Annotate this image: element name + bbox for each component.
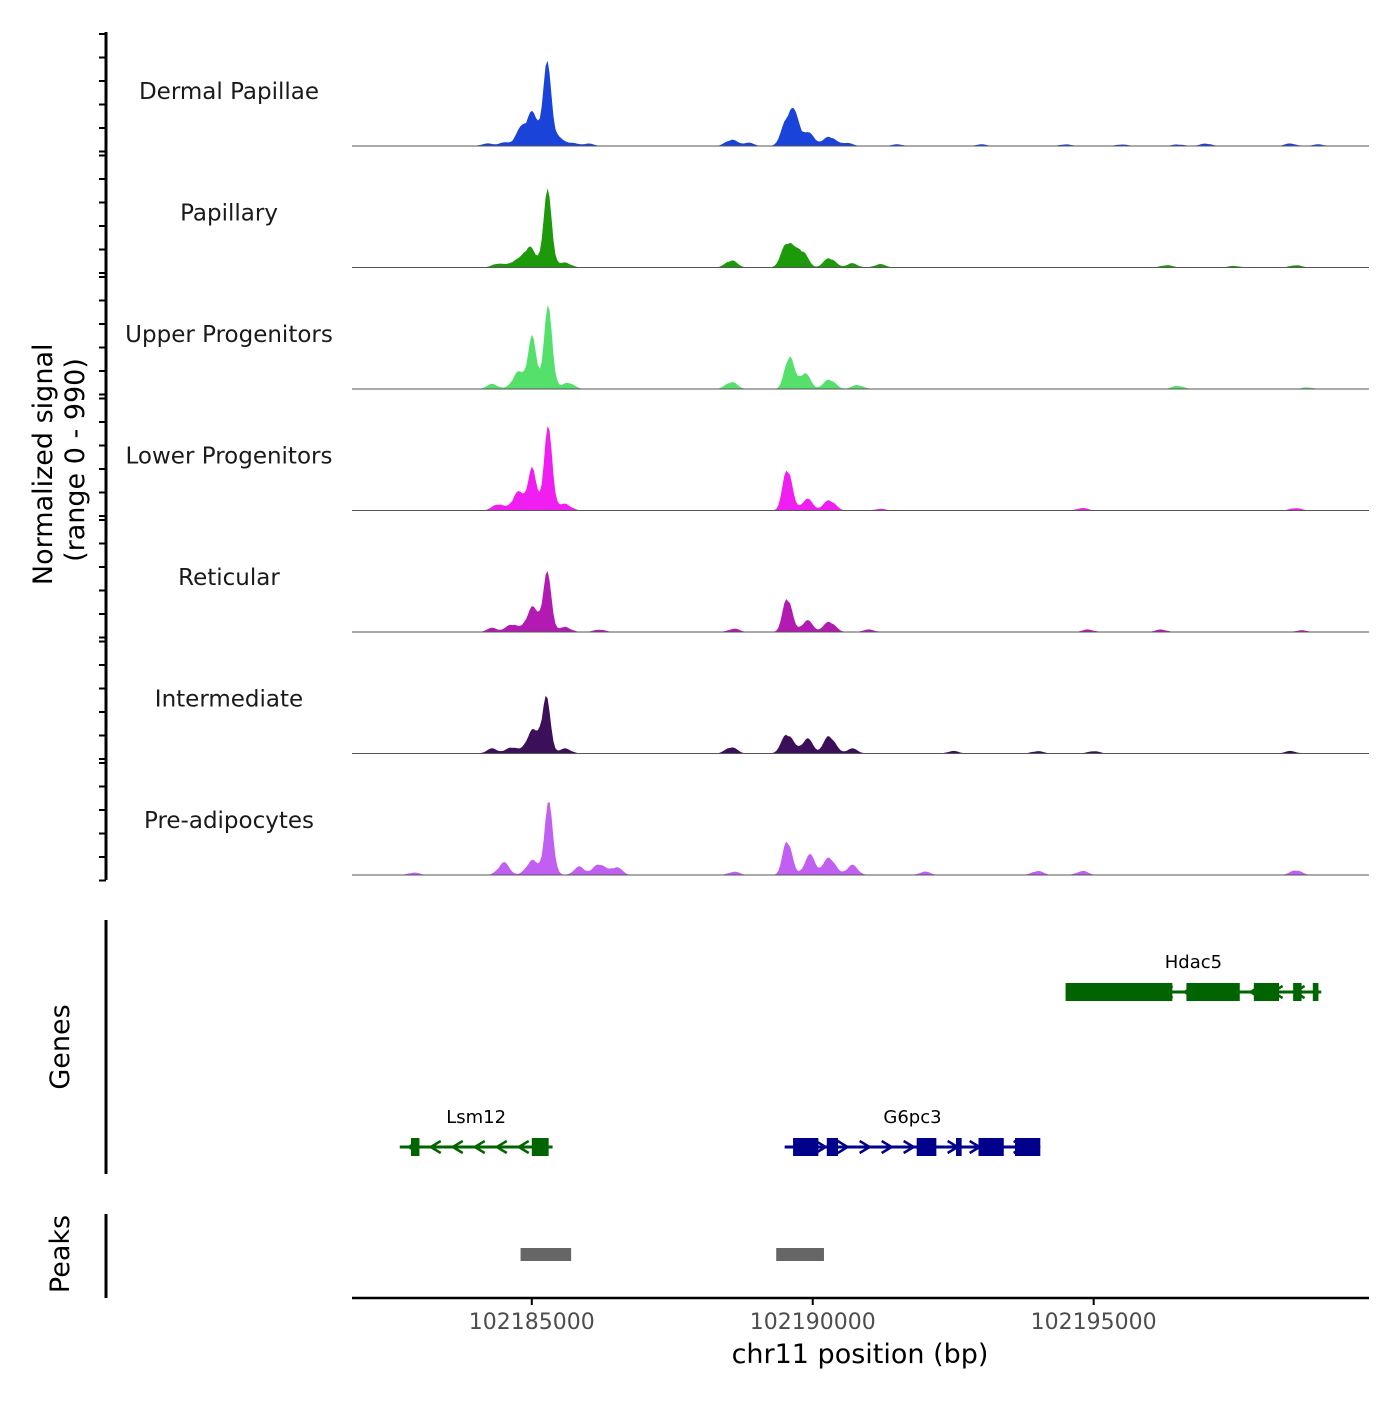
track-label: Upper Progenitors — [125, 322, 333, 348]
gene-lsm12: Lsm12 — [399, 1107, 553, 1156]
strand-arrow — [494, 1139, 508, 1155]
signal-area — [352, 570, 1369, 632]
gene-exon — [531, 1138, 549, 1156]
signal-area — [352, 305, 1369, 389]
x-axis-title: chr11 position (bp) — [732, 1339, 989, 1370]
genes-panel-label: Genes — [45, 1004, 76, 1089]
peak-regions — [520, 1248, 824, 1261]
gene-exon — [1293, 983, 1302, 1001]
strand-arrow — [881, 1139, 895, 1155]
signal-y-axis-ticks — [99, 33, 106, 882]
strand-arrow — [837, 1139, 851, 1155]
strand-arrow — [903, 1139, 917, 1155]
track-reticular: Reticular — [178, 565, 1369, 633]
x-tick-label: 102190000 — [750, 1310, 876, 1335]
signal-area — [352, 801, 1369, 875]
gene-exon — [956, 1138, 962, 1156]
peaks-panel-label: Peaks — [45, 1215, 76, 1293]
gene-exon — [978, 1138, 1004, 1156]
y-axis-title-line-1: Normalized signal — [28, 344, 59, 586]
track-upper-progenitors: Upper Progenitors — [125, 305, 1369, 390]
signal-area — [352, 60, 1369, 146]
track-label: Reticular — [178, 565, 280, 591]
gene-hdac5: Hdac5 — [1065, 952, 1322, 1001]
peak-region — [520, 1248, 572, 1261]
gene-exon — [1065, 983, 1173, 1001]
track-lower-progenitors: Lower Progenitors — [126, 426, 1369, 511]
signal-area — [352, 426, 1369, 511]
gene-label: Lsm12 — [446, 1107, 506, 1128]
gene-label: Hdac5 — [1165, 952, 1222, 973]
strand-arrow — [450, 1139, 464, 1155]
track-label: Dermal Papillae — [139, 79, 319, 105]
signal-area — [352, 695, 1369, 754]
strand-arrow — [516, 1139, 530, 1155]
peak-region — [776, 1248, 824, 1261]
track-label: Lower Progenitors — [126, 444, 333, 470]
gene-g6pc3: G6pc3 — [784, 1107, 1041, 1156]
gene-exon — [826, 1138, 839, 1156]
track-intermediate: Intermediate — [155, 687, 1369, 754]
strand-arrow — [428, 1139, 442, 1155]
gene-exon — [410, 1138, 420, 1156]
track-label: Intermediate — [155, 687, 303, 713]
track-label: Papillary — [180, 201, 278, 227]
strand-arrow — [859, 1139, 873, 1155]
strand-arrow — [472, 1139, 486, 1155]
strand-arrow — [815, 1139, 829, 1155]
track-papillary: Papillary — [180, 188, 1369, 268]
gene-label: G6pc3 — [883, 1107, 941, 1128]
gene-exon — [793, 1138, 819, 1156]
signal-area — [352, 188, 1369, 268]
track-label: Pre-adipocytes — [144, 808, 314, 834]
gene-annotations: Hdac5 Lsm12 G6pc3 — [399, 952, 1322, 1156]
y-axis-title: Normalized signal (range 0 - 990) — [28, 335, 91, 585]
track-pre-adipocytes: Pre-adipocytes — [144, 801, 1369, 876]
track-dermal-papillae: Dermal Papillae — [139, 60, 1369, 147]
signal-tracks: Dermal Papillae Papillary Upper Progenitor… — [125, 60, 1369, 876]
x-tick-label: 102195000 — [1031, 1310, 1157, 1335]
y-axis-title-line-2: (range 0 - 990) — [60, 358, 91, 562]
gene-exon — [1015, 1138, 1041, 1156]
x-axis-ticks: 102185000 102190000 102195000 — [469, 1298, 1157, 1335]
gene-exon — [1186, 983, 1240, 1001]
x-tick-label: 102185000 — [469, 1310, 595, 1335]
gene-exon — [1253, 983, 1280, 1001]
gene-exon — [1312, 983, 1319, 1001]
gene-exon — [916, 1138, 937, 1156]
